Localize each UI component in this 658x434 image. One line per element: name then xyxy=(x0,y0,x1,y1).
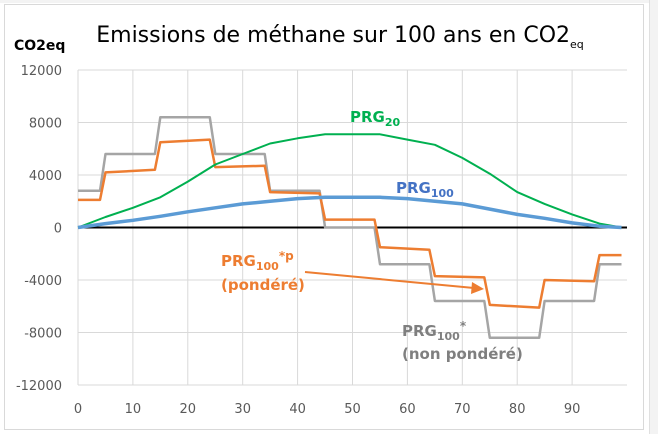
y-axis-label: CO2eq xyxy=(14,38,65,54)
series-line-prg20 xyxy=(77,133,622,229)
y-tick-label: -4000 xyxy=(24,274,62,289)
series-line-prg100-non-pond-r xyxy=(78,116,622,340)
annotation-prg100p: PRG100*p xyxy=(221,249,294,273)
chart-title: Emissions de méthane sur 100 ans en CO2e… xyxy=(96,23,584,51)
x-tick-label: 50 xyxy=(344,402,361,417)
series-line-prg100 xyxy=(77,195,622,230)
x-tick-label: 10 xyxy=(125,402,142,417)
annotation-prg100np-line2: (non pondéré) xyxy=(402,345,523,363)
y-tick-label: 4000 xyxy=(29,169,62,184)
x-tick-label: 0 xyxy=(74,402,82,417)
x-tick-label: 60 xyxy=(399,402,416,417)
annotation-arrow xyxy=(304,271,475,289)
window-top-edge xyxy=(0,0,658,3)
y-tick-label: 8000 xyxy=(29,117,62,132)
y-tick-label: 0 xyxy=(54,222,62,237)
series-group xyxy=(77,116,622,340)
y-tick-label: 12000 xyxy=(21,64,62,79)
series-line-prg100-p-pond-r xyxy=(78,138,622,309)
y-tick-label: -12000 xyxy=(16,379,62,394)
scrollbar[interactable] xyxy=(649,0,658,434)
x-ticks: 0 10 20 30 40 50 60 70 80 90 xyxy=(74,402,581,417)
annotation-prg100np: PRG100* xyxy=(402,319,467,343)
x-tick-label: 80 xyxy=(509,402,526,417)
arrow-head-icon xyxy=(471,282,484,294)
x-tick-label: 30 xyxy=(234,402,251,417)
y-tick-label: -8000 xyxy=(24,327,62,342)
annotation-prg100p-line2: (pondéré) xyxy=(221,276,305,294)
annotation-prg100: PRG100 xyxy=(396,179,454,200)
x-tick-label: 40 xyxy=(289,402,306,417)
x-tick-label: 20 xyxy=(180,402,197,417)
y-ticks: 12000 8000 4000 0 -4000 -8000 -12000 xyxy=(16,64,62,394)
x-tick-label: 70 xyxy=(454,402,471,417)
annotations: PRG20 PRG100 PRG100*p (pondéré) PRG100* … xyxy=(221,108,523,363)
annotation-prg20: PRG20 xyxy=(350,108,401,129)
x-tick-label: 90 xyxy=(564,402,581,417)
